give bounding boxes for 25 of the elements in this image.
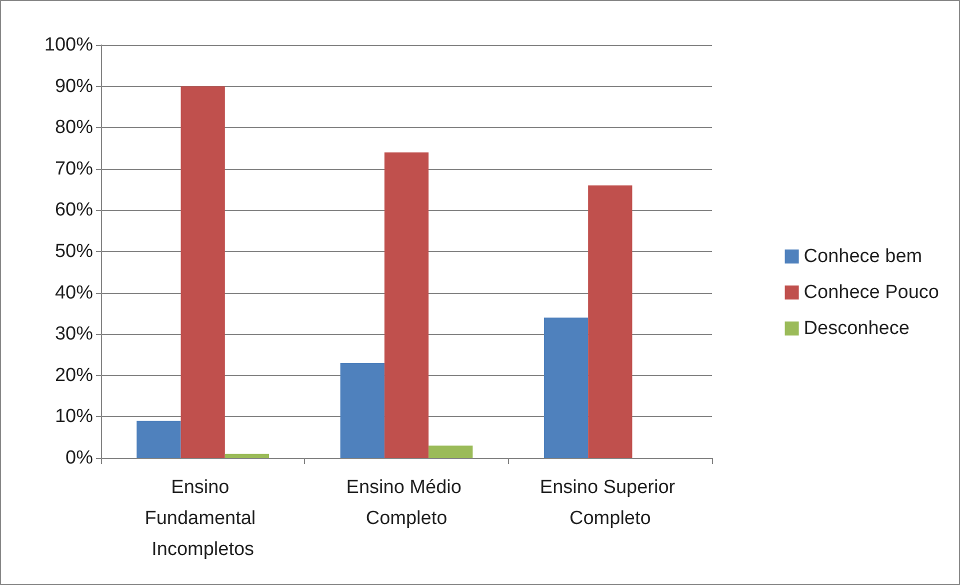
bar: [588, 185, 632, 458]
bar: [136, 420, 181, 458]
y-tick-label: 90%: [54, 76, 94, 97]
legend-label: Desconhece: [804, 318, 910, 339]
y-tick-label: 40%: [54, 282, 94, 304]
y-tick-label: 30%: [54, 324, 94, 345]
y-tick-label: 60%: [54, 200, 94, 221]
bar: [340, 363, 384, 458]
bar: [224, 454, 270, 458]
y-tick-label: 0%: [66, 448, 94, 468]
y-tick-label: 80%: [54, 117, 94, 138]
bar: [428, 446, 473, 458]
y-tick-label: 70%: [54, 158, 94, 180]
legend-label: Conhece bem: [804, 246, 922, 267]
y-tick-label: 10%: [54, 406, 94, 428]
y-tick-label: 100%: [44, 34, 94, 56]
bar: [544, 318, 588, 458]
y-tick-label: 20%: [54, 364, 94, 386]
legend-label: Conhece Pouco: [804, 282, 940, 303]
x-tick-label: Ensino Superior Completo: [540, 477, 680, 529]
y-tick-label: 50%: [54, 241, 94, 262]
bar: [180, 86, 225, 458]
bar: [384, 152, 429, 458]
x-tick-label: Ensino Fundamental Incompletos: [144, 477, 261, 560]
x-tick-label: Ensino Médio Completo: [346, 477, 467, 529]
